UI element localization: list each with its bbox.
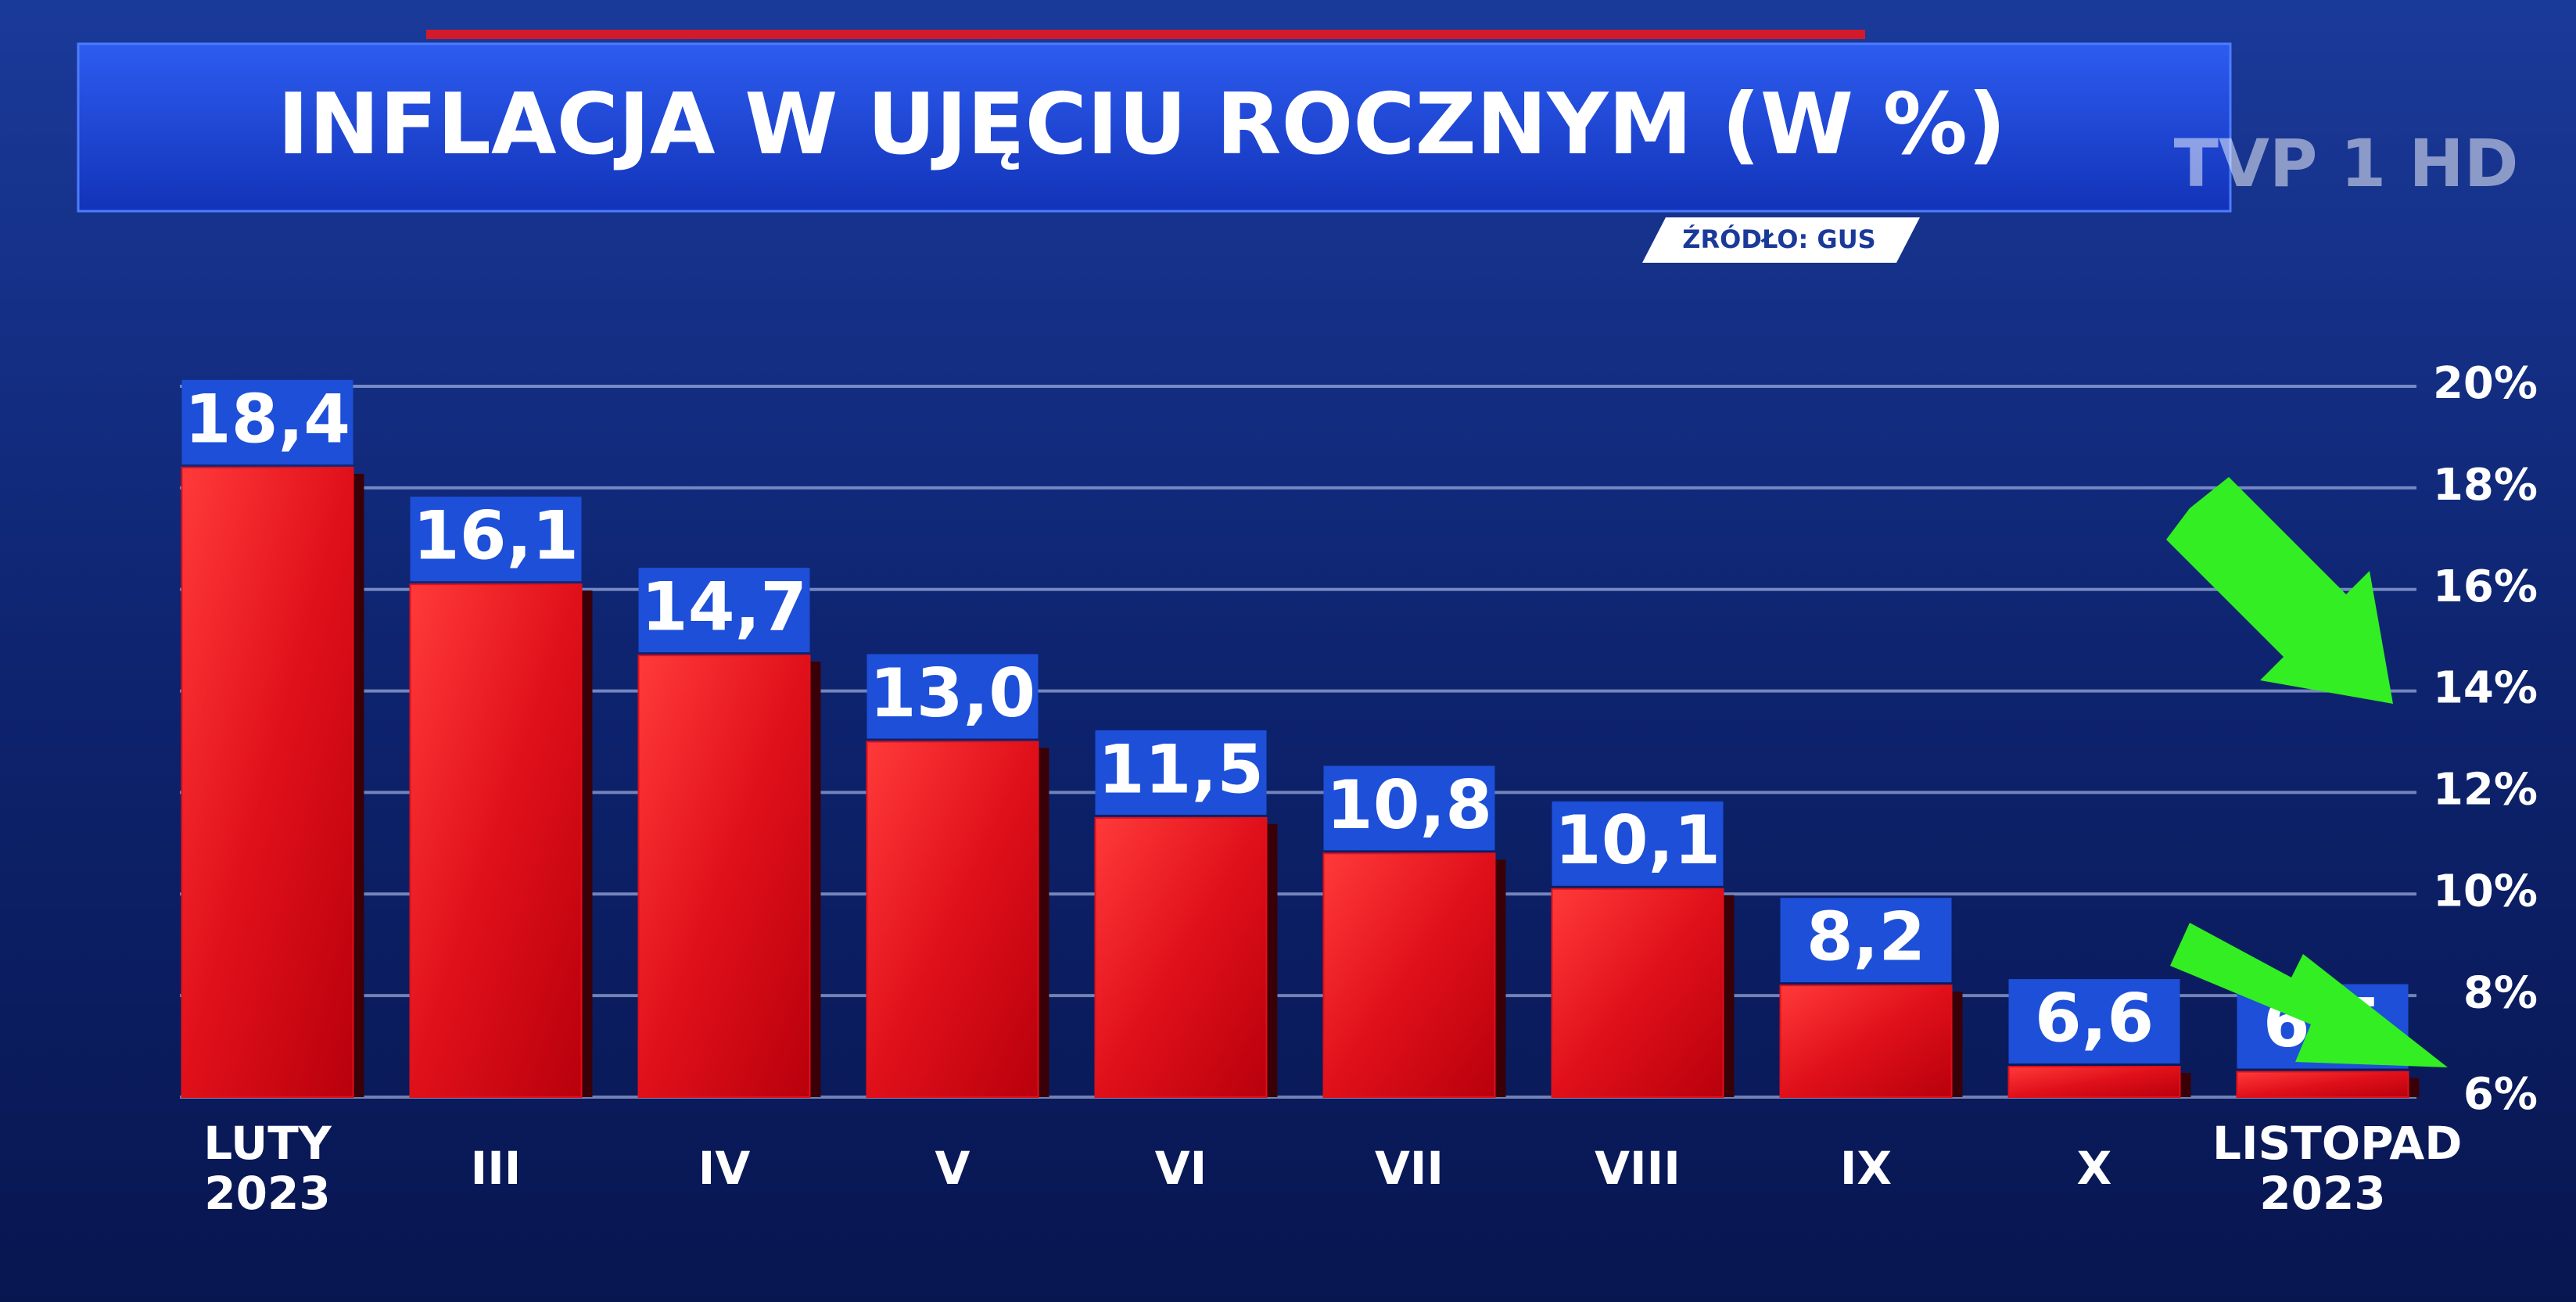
bar [2007,1066,2181,1098]
bar-shadow [581,590,593,1097]
bar [181,466,354,1098]
value-label: 13,0 [870,655,1035,733]
source-tag [1642,217,1920,263]
bar-shadow [809,662,821,1097]
bar-shadow [2408,1078,2420,1097]
bar [1779,985,1953,1098]
x-tick-container: V [935,1142,970,1195]
logo: TVP 1 HD [2174,125,2519,202]
x-tick-label: V [935,1142,970,1195]
bar [1094,816,1268,1098]
x-tick-label: VIII [1595,1142,1681,1195]
x-tick-container: IX [1839,1142,1893,1195]
y-tick-label: 6% [2463,1069,2538,1120]
y-tick-label: 16% [2433,561,2538,612]
y-tick-label: 10% [2433,866,2538,916]
value-label: 16,1 [413,497,579,576]
value-label-box [410,497,582,582]
x-tick-label: LUTY 2023 [203,1118,332,1220]
x-tick-label: III [470,1142,522,1195]
chart-title: INFLACJA W UJĘCIU ROCZNYM (W %) [278,76,2006,174]
x-tick-container: VIII [1595,1142,1681,1195]
bar [637,655,811,1098]
source: ŹRÓDŁO: GUS [1682,224,1875,254]
y-tick-label: 20% [2433,358,2538,409]
value-label-box [1552,801,1724,886]
x-tick-label: IV [698,1142,751,1195]
value-label: 6,6 [2035,979,2154,1057]
bar-shadow [2180,1073,2191,1097]
value-label-box [2008,979,2180,1064]
x-tick-label: X [2076,1142,2112,1195]
arrow [2170,923,2448,1067]
x-tick-label: VI [1154,1142,1207,1195]
bar [409,583,583,1098]
bar-shadow [1266,823,1278,1097]
value-label: 8,2 [1806,898,1925,977]
bar-shadow [1494,859,1506,1097]
bar [2236,1071,2409,1099]
title-banner [77,42,2232,213]
x-tick-container: VI [1154,1142,1207,1195]
bar [866,741,1039,1098]
arrow [2166,477,2393,704]
y-tick-label: 12% [2433,765,2538,816]
x-tick-label: IX [1839,1142,1893,1195]
bar-shadow [1951,992,1963,1097]
value-label-box [1095,730,1267,815]
bar [1551,888,1724,1098]
y-tick-label: 18% [2433,460,2538,511]
y-tick-label: 8% [2463,967,2538,1018]
y-tick-label: 14% [2433,663,2538,714]
bar [1322,852,1496,1099]
x-tick-container: VII [1374,1142,1444,1195]
value-label-box [1323,766,1495,851]
x-tick-container: LUTY 2023 [203,1118,332,1220]
bar-shadow [353,473,364,1097]
x-tick-container: X [2076,1142,2112,1195]
bar-shadow [1038,748,1049,1097]
x-tick-label: VII [1374,1142,1444,1195]
value-label: 14,7 [641,569,807,647]
banner-accent [426,30,1865,39]
value-label: 10,1 [1555,802,1720,880]
value-label: 18,4 [185,380,350,458]
value-label-box [638,568,810,653]
value-label: 11,5 [1098,730,1264,809]
x-tick-label: LISTOPAD 2023 [2212,1118,2463,1220]
value-label-box [866,654,1039,739]
value-label-box [181,379,353,464]
value-label: 10,8 [1326,766,1492,845]
x-tick-container: LISTOPAD 2023 [2212,1118,2463,1220]
value-label-box [1780,898,1952,983]
bar-shadow [1723,895,1735,1097]
x-tick-container: III [470,1142,522,1195]
x-tick-container: IV [698,1142,751,1195]
